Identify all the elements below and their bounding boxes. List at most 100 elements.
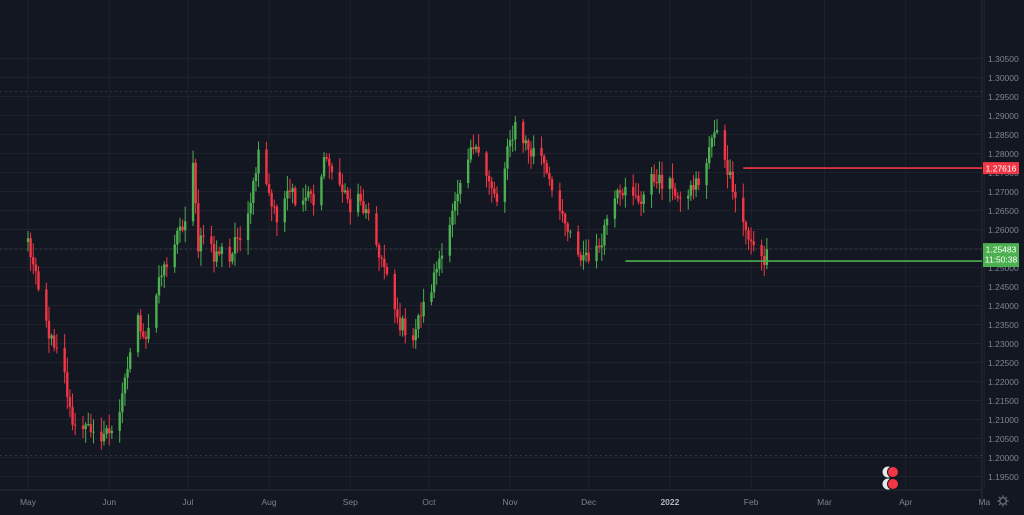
candle-up [511, 139, 514, 141]
candle-down [472, 147, 475, 150]
candle-down [490, 181, 493, 189]
candle-down [212, 243, 216, 262]
candle-up [524, 140, 527, 144]
candle-up [432, 272, 436, 293]
candle-down [338, 171, 341, 185]
candle-down [218, 251, 221, 254]
candle-up [453, 201, 457, 211]
price-axis[interactable]: 1.19500 1.20000 1.20500 1.21000 1.21500 1.220… [988, 54, 1019, 482]
candle-up [102, 433, 106, 442]
candle-down [621, 192, 624, 196]
candle-up [184, 221, 187, 231]
candle-up [514, 121, 517, 140]
candle-up [128, 352, 132, 369]
x-tick-label: Aug [261, 497, 276, 507]
candle-down [527, 140, 530, 150]
candle-down [68, 396, 72, 407]
candle-up [364, 209, 368, 213]
candle-down [142, 331, 145, 337]
y-tick-label: 1.28500 [988, 130, 1019, 140]
y-tick-label: 1.30000 [988, 73, 1019, 83]
x-tick-label: Feb [744, 497, 759, 507]
candle-down [81, 425, 85, 430]
candle-down [393, 273, 396, 310]
candle-up [147, 327, 150, 340]
gear-tooth [998, 496, 1001, 499]
candle-down [55, 347, 59, 349]
candle-up [252, 181, 255, 203]
candle-down [545, 163, 548, 174]
candle-down [362, 200, 365, 213]
candle-down [312, 193, 315, 206]
candle-down [294, 188, 297, 205]
candle-down [577, 231, 580, 255]
candle-down [660, 174, 664, 189]
candle-up [50, 335, 53, 339]
event-flag-icon [887, 478, 899, 490]
candle-down [275, 206, 279, 223]
candle-up [474, 146, 478, 150]
y-tick-label: 1.20000 [988, 453, 1019, 463]
candle-down [228, 246, 231, 262]
candle-down [548, 173, 551, 180]
candle-up [257, 149, 260, 174]
candle-down [47, 320, 51, 339]
candle-up [613, 198, 617, 219]
candle-up [668, 178, 672, 189]
y-tick-label: 1.26000 [988, 225, 1019, 235]
candle-up [705, 163, 708, 186]
event-flag-icon [887, 466, 899, 478]
candle-up [178, 226, 182, 231]
candle-down [265, 149, 268, 184]
candle-down [493, 188, 496, 194]
x-tick-label: Oct [422, 497, 436, 507]
candle-up [448, 224, 452, 256]
candle-down [53, 335, 56, 348]
candle-up [694, 178, 698, 190]
candle-down [563, 213, 567, 224]
candle-up [503, 168, 507, 202]
candle-up [155, 295, 158, 328]
price-label-box [983, 162, 1019, 175]
candle-up [356, 193, 360, 213]
candle-up [658, 174, 661, 184]
candle-down [367, 209, 370, 214]
gear-tooth [1005, 496, 1008, 499]
candle-down [542, 155, 546, 164]
x-tick-label: Jul [182, 497, 193, 507]
candle-down [210, 236, 213, 244]
candle-up [160, 275, 163, 278]
candle-down [144, 336, 148, 340]
candle-up [506, 146, 509, 169]
candle-down [679, 197, 682, 199]
candle-down [34, 264, 38, 272]
candle-down [632, 186, 635, 196]
candle-down [676, 195, 679, 198]
candle-down [529, 149, 533, 157]
candle-down [139, 315, 142, 332]
candle-up [286, 190, 289, 199]
candle-up [215, 251, 218, 262]
countdown-label: 11:50:38 [985, 255, 1018, 265]
candle-down [495, 193, 499, 202]
time-axis[interactable]: May Jun Jul Aug Sep Oct Nov Dec 2022 Feb Mar Apr Ma [20, 497, 991, 507]
candle-down [267, 183, 271, 193]
event-markers[interactable] [882, 466, 899, 490]
candle-down [385, 267, 389, 274]
candle-up [322, 157, 326, 177]
y-tick-label: 1.27000 [988, 187, 1019, 197]
candle-down [375, 213, 378, 245]
x-tick-label: Ma [978, 497, 990, 507]
y-tick-label: 1.24500 [988, 282, 1019, 292]
candle-down [359, 193, 362, 201]
x-tick-label: Dec [581, 497, 597, 507]
horizontal-levels[interactable] [625, 167, 982, 262]
candle-down [236, 237, 239, 239]
settings-icon[interactable] [997, 495, 1009, 507]
y-tick-label: 1.25000 [988, 263, 1019, 273]
candle-down [89, 424, 93, 433]
grid [0, 0, 985, 510]
candle-down [309, 191, 313, 194]
